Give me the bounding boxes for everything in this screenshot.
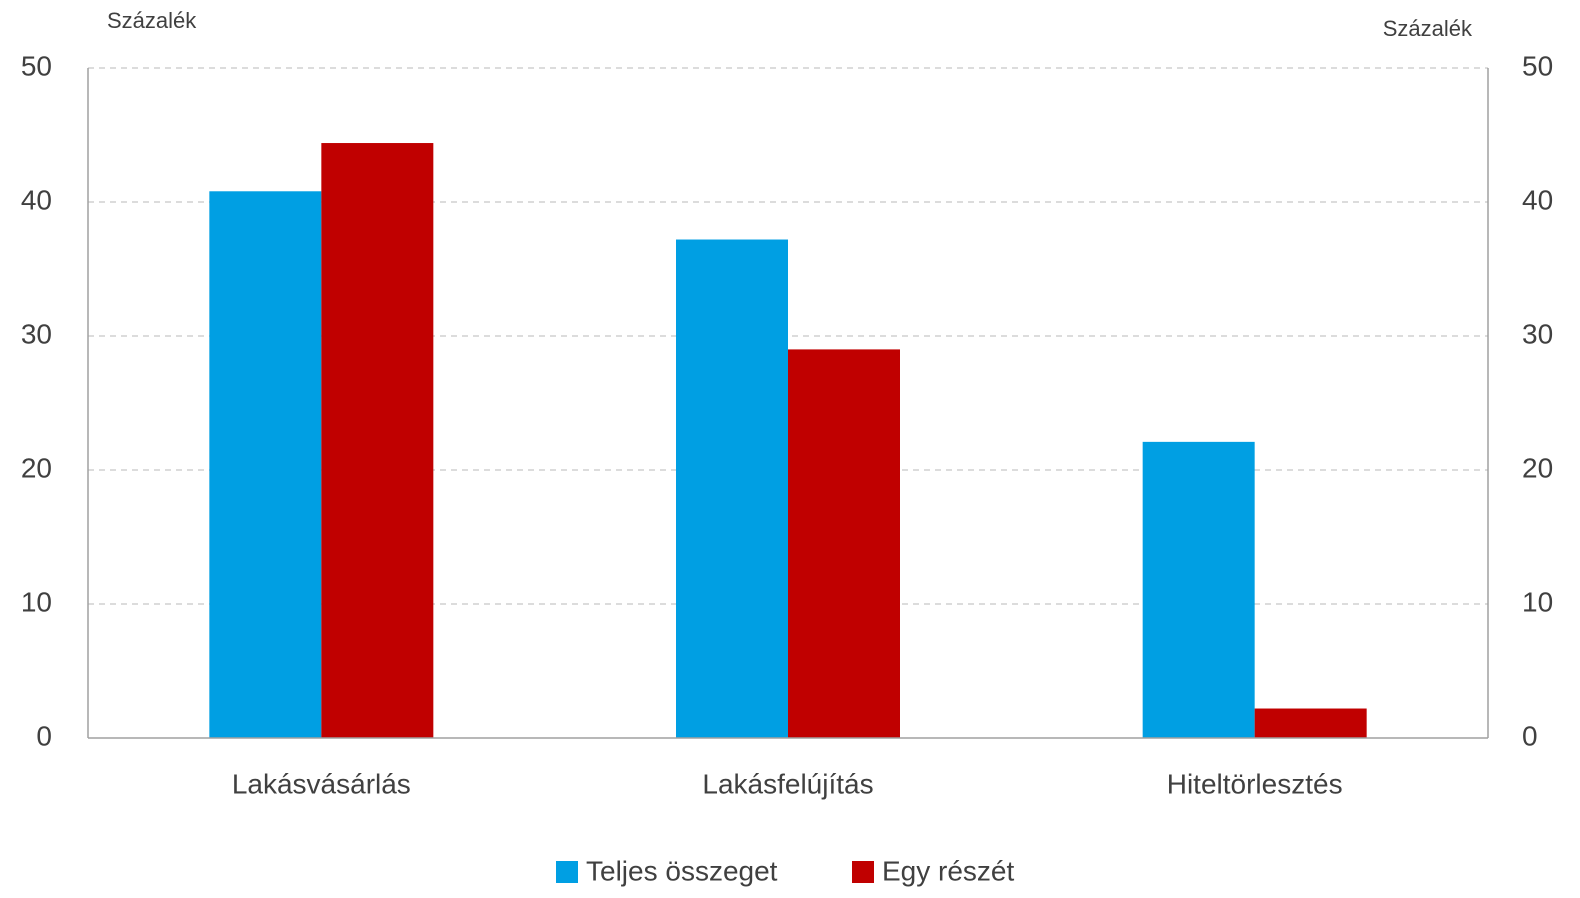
y-tick-label: 10 xyxy=(21,586,52,617)
bar xyxy=(676,239,788,738)
y2-tick-label: 30 xyxy=(1522,318,1553,349)
legend-label: Egy részét xyxy=(882,855,1014,886)
y2-axis-title: Százalék xyxy=(1383,16,1473,41)
legend-label: Teljes összeget xyxy=(586,855,778,886)
y2-tick-label: 40 xyxy=(1522,184,1553,215)
bar xyxy=(1142,441,1255,738)
y-tick-label: 20 xyxy=(21,452,52,483)
y2-tick-label: 10 xyxy=(1522,586,1553,617)
y-axis-title: Százalék xyxy=(107,8,197,33)
y-tick-label: 50 xyxy=(21,50,52,81)
bar xyxy=(321,143,434,739)
y2-tick-label: 50 xyxy=(1522,50,1553,81)
bar xyxy=(788,349,900,738)
bar xyxy=(1254,708,1367,738)
legend-swatch xyxy=(556,861,578,883)
bar xyxy=(209,191,322,738)
x-tick-label: Hiteltörlesztés xyxy=(1167,768,1343,799)
y-tick-label: 30 xyxy=(21,318,52,349)
y2-tick-label: 20 xyxy=(1522,452,1553,483)
y2-tick-label: 0 xyxy=(1522,720,1538,751)
x-tick-label: Lakásvásárlás xyxy=(232,768,411,799)
y-tick-label: 0 xyxy=(36,720,52,751)
legend-swatch xyxy=(852,861,874,883)
y-tick-label: 40 xyxy=(21,184,52,215)
x-tick-label: Lakásfelújítás xyxy=(702,768,873,799)
